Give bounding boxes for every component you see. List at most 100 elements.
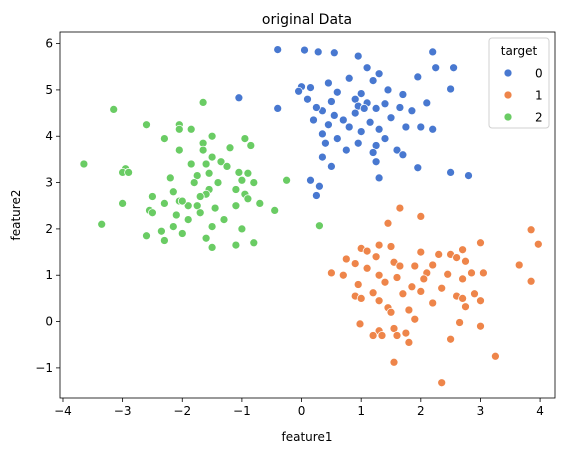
data-point-target-1	[533, 239, 543, 249]
data-point-target-0	[431, 63, 441, 73]
data-point-target-0	[312, 103, 321, 112]
data-point-target-1	[467, 268, 476, 278]
data-point-target-0	[398, 90, 408, 99]
data-point-target-2	[183, 215, 193, 224]
y-tick-label: 4	[45, 129, 53, 143]
data-point-target-2	[237, 175, 247, 185]
data-point-target-1	[401, 328, 411, 338]
points-layer	[79, 45, 543, 388]
data-point-target-1	[377, 331, 387, 340]
data-point-target-0	[321, 138, 330, 148]
data-point-target-1	[470, 289, 479, 299]
data-point-target-0	[464, 171, 473, 180]
data-point-target-1	[374, 296, 384, 306]
data-point-target-0	[273, 45, 283, 54]
data-point-target-1	[368, 288, 378, 298]
data-point-target-0	[374, 69, 384, 79]
y-tick-label: 6	[45, 37, 53, 51]
data-point-target-1	[437, 378, 447, 388]
data-point-target-0	[332, 134, 342, 143]
data-point-target-2	[195, 208, 205, 218]
data-point-target-1	[395, 261, 405, 271]
data-point-target-2	[249, 238, 259, 248]
data-point-target-0	[344, 73, 354, 83]
data-point-target-0	[446, 168, 455, 177]
data-point-target-2	[198, 145, 208, 155]
data-point-target-0	[428, 124, 438, 134]
y-tick-label: 2	[45, 222, 53, 236]
data-point-target-2	[198, 98, 208, 107]
data-point-target-2	[79, 159, 89, 169]
data-point-target-2	[213, 178, 223, 187]
data-point-target-0	[353, 51, 363, 61]
data-point-target-2	[124, 168, 133, 177]
data-point-target-0	[392, 145, 402, 155]
data-point-target-2	[142, 231, 151, 241]
data-point-target-1	[392, 331, 402, 340]
data-point-target-0	[303, 94, 312, 104]
data-point-target-2	[97, 219, 107, 229]
data-point-target-2	[189, 178, 199, 187]
data-point-target-2	[270, 206, 280, 215]
data-point-target-2	[174, 124, 184, 134]
data-point-target-0	[386, 113, 396, 123]
data-point-target-1	[434, 250, 444, 259]
data-point-target-1	[386, 307, 396, 317]
data-point-target-2	[222, 162, 232, 171]
data-point-target-1	[526, 225, 536, 235]
data-point-target-0	[327, 162, 336, 171]
data-point-target-2	[204, 168, 214, 178]
x-tick-label: −3	[114, 404, 132, 418]
data-point-target-2	[282, 175, 291, 185]
x-tick-label: 2	[417, 404, 425, 418]
data-point-target-0	[401, 122, 411, 132]
data-point-target-0	[356, 127, 366, 136]
data-point-target-2	[237, 224, 247, 234]
data-point-target-2	[231, 240, 241, 250]
x-tick-label: 4	[536, 404, 544, 418]
data-point-target-1	[386, 242, 396, 251]
data-point-target-0	[306, 175, 315, 185]
data-point-target-0	[416, 122, 426, 132]
data-point-target-0	[428, 47, 438, 57]
data-point-target-2	[315, 221, 324, 231]
data-point-target-2	[186, 124, 196, 134]
legend-marker-0	[503, 68, 513, 78]
data-point-target-2	[118, 199, 127, 208]
data-point-target-0	[332, 87, 342, 97]
data-point-target-0	[371, 104, 381, 113]
data-point-target-1	[443, 269, 453, 279]
data-point-target-1	[350, 259, 360, 268]
data-point-target-2	[174, 145, 184, 155]
data-point-target-0	[324, 120, 333, 130]
data-point-target-2	[240, 134, 250, 143]
data-point-target-1	[395, 203, 405, 213]
data-point-target-1	[380, 277, 390, 287]
data-point-target-2	[243, 194, 253, 204]
data-point-target-0	[371, 157, 381, 167]
data-point-target-1	[410, 314, 420, 324]
data-point-target-2	[201, 159, 211, 169]
data-point-target-1	[416, 287, 426, 296]
data-point-target-0	[413, 72, 423, 82]
x-tick-label: 3	[477, 404, 485, 418]
y-tick-label: 0	[45, 315, 53, 329]
data-point-target-2	[171, 210, 181, 220]
data-point-target-0	[380, 99, 390, 109]
data-point-target-1	[446, 334, 455, 344]
data-point-target-0	[368, 76, 378, 85]
data-point-target-2	[168, 187, 178, 197]
legend-marker-2	[503, 112, 513, 122]
data-point-target-0	[300, 45, 309, 55]
data-point-target-0	[395, 103, 405, 112]
data-point-target-1	[428, 260, 438, 270]
data-point-target-0	[315, 181, 324, 191]
data-point-target-1	[437, 283, 447, 293]
data-point-target-2	[231, 185, 241, 194]
data-point-target-1	[491, 351, 500, 361]
data-point-target-2	[234, 168, 244, 177]
data-point-target-1	[514, 260, 524, 270]
data-point-target-1	[407, 282, 417, 292]
data-point-target-0	[413, 163, 423, 173]
